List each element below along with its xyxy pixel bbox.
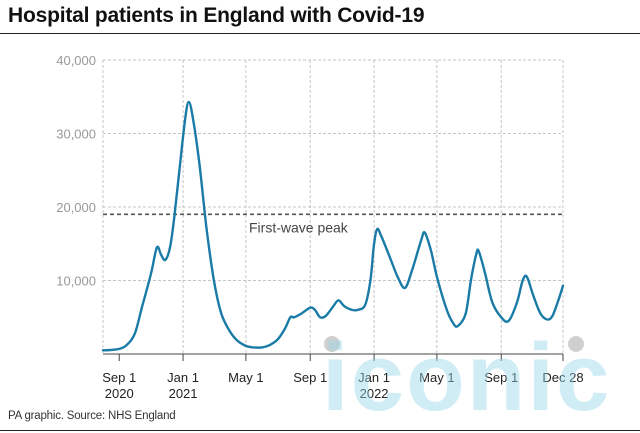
watermark-dot <box>324 336 340 352</box>
y-tick-label: 10,000 <box>56 274 96 289</box>
x-tick-label: May 1 <box>228 370 263 385</box>
y-tick-label: 30,000 <box>56 127 96 142</box>
x-tick-label: Jan 1 <box>167 370 199 385</box>
x-tick-label: Sep 1 <box>484 370 518 385</box>
series-layer <box>101 100 565 352</box>
x-tick-year-label: 2020 <box>105 386 134 401</box>
source-caption: PA graphic. Source: NHS England <box>8 410 176 422</box>
x-tick-label: May 1 <box>419 370 454 385</box>
y-tick-label: 20,000 <box>56 200 96 215</box>
first-wave-peak-label: First-wave peak <box>249 219 349 235</box>
x-tick-label: Sep 1 <box>102 370 136 385</box>
x-tick-year-label: 2021 <box>169 386 198 401</box>
x-tick-label: Sep 1 <box>293 370 327 385</box>
y-tick-label: 40,000 <box>56 53 96 68</box>
hospital-patients-series-line <box>101 100 565 352</box>
x-tick-label: Dec 28 <box>542 370 583 385</box>
reference-line-layer: First-wave peak <box>103 213 563 235</box>
x-tick-year-label: 2022 <box>360 386 389 401</box>
bottom-divider <box>0 430 640 431</box>
grid-layer <box>102 59 564 354</box>
chart-title: Hospital patients in England with Covid-… <box>8 4 425 27</box>
title-divider <box>0 33 640 34</box>
watermark-dot <box>568 336 584 352</box>
x-tick-label: Jan 1 <box>358 370 390 385</box>
